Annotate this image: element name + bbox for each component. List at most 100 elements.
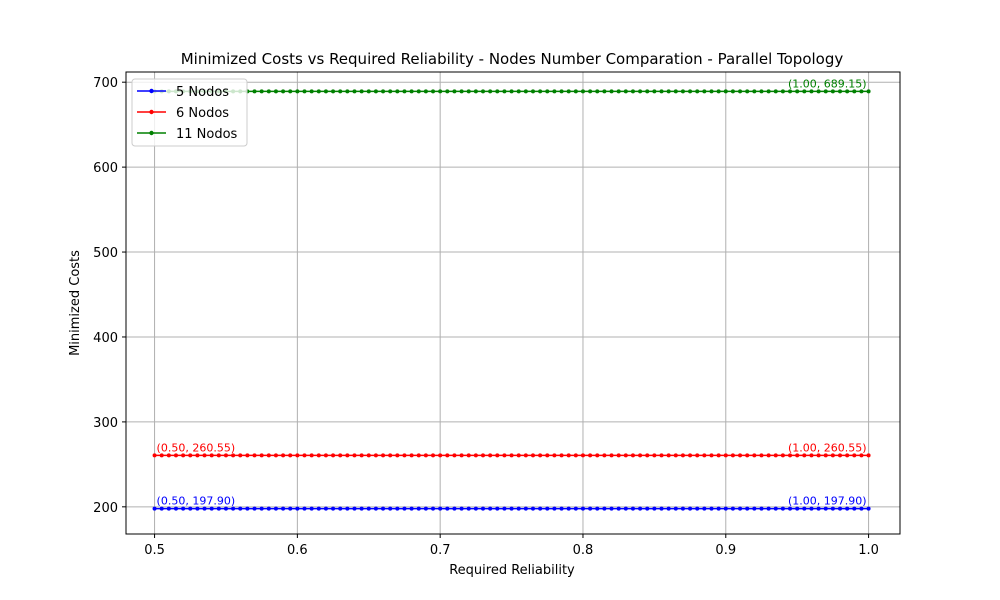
data-point bbox=[395, 89, 400, 94]
data-point bbox=[159, 506, 164, 511]
data-point bbox=[266, 453, 271, 458]
data-point bbox=[402, 453, 407, 458]
x-tick-label: 0.9 bbox=[715, 543, 736, 558]
data-point bbox=[809, 453, 814, 458]
data-point bbox=[395, 506, 400, 511]
data-point bbox=[830, 89, 835, 94]
data-point bbox=[481, 506, 486, 511]
data-point bbox=[680, 506, 685, 511]
data-point bbox=[309, 506, 314, 511]
data-point bbox=[423, 506, 428, 511]
data-point bbox=[716, 506, 721, 511]
data-point bbox=[595, 506, 600, 511]
data-point bbox=[795, 89, 800, 94]
x-tick-label: 0.5 bbox=[144, 543, 165, 558]
data-point bbox=[716, 453, 721, 458]
data-point bbox=[716, 89, 721, 94]
data-point bbox=[352, 453, 357, 458]
data-point bbox=[452, 453, 457, 458]
data-point bbox=[602, 453, 607, 458]
data-point bbox=[630, 453, 635, 458]
data-point bbox=[309, 89, 314, 94]
data-point bbox=[666, 89, 671, 94]
data-point bbox=[266, 89, 271, 94]
data-point bbox=[516, 453, 521, 458]
axis-ticks: 0.5 0.6 0.7 0.8 0.9 1.0 200 300 400 500 600 700 bbox=[93, 76, 879, 558]
data-point bbox=[373, 506, 378, 511]
y-tick-label: 200 bbox=[93, 501, 118, 516]
data-point bbox=[345, 506, 350, 511]
data-point bbox=[209, 453, 214, 458]
data-point bbox=[545, 506, 550, 511]
data-point bbox=[402, 89, 407, 94]
data-point bbox=[823, 506, 828, 511]
data-point bbox=[323, 453, 328, 458]
y-tick-label: 400 bbox=[93, 331, 118, 346]
data-point bbox=[281, 506, 286, 511]
data-point bbox=[473, 506, 478, 511]
data-point bbox=[295, 89, 300, 94]
data-point bbox=[809, 506, 814, 511]
y-tick-label: 500 bbox=[93, 246, 118, 261]
data-point bbox=[552, 453, 557, 458]
data-point bbox=[159, 453, 164, 458]
data-point bbox=[416, 506, 421, 511]
data-point bbox=[752, 506, 757, 511]
data-point bbox=[709, 89, 714, 94]
data-point bbox=[566, 453, 571, 458]
data-point bbox=[695, 89, 700, 94]
data-point bbox=[245, 453, 250, 458]
data-point bbox=[445, 506, 450, 511]
data-point bbox=[473, 453, 478, 458]
data-point bbox=[359, 89, 364, 94]
data-point bbox=[659, 453, 664, 458]
x-tick-label: 0.6 bbox=[287, 543, 308, 558]
data-point bbox=[252, 89, 257, 94]
data-point bbox=[859, 453, 864, 458]
data-point bbox=[802, 506, 807, 511]
data-point bbox=[331, 453, 336, 458]
data-point bbox=[766, 89, 771, 94]
legend-label: 5 Nodos bbox=[176, 85, 229, 100]
data-point bbox=[181, 453, 186, 458]
data-point bbox=[709, 453, 714, 458]
data-point bbox=[338, 506, 343, 511]
data-point bbox=[488, 89, 493, 94]
data-point bbox=[759, 453, 764, 458]
data-point bbox=[231, 453, 236, 458]
data-point bbox=[316, 89, 321, 94]
data-point bbox=[316, 453, 321, 458]
data-point bbox=[338, 89, 343, 94]
data-point bbox=[645, 89, 650, 94]
data-point bbox=[259, 506, 264, 511]
data-point bbox=[745, 89, 750, 94]
data-point bbox=[745, 453, 750, 458]
data-point bbox=[445, 89, 450, 94]
data-point bbox=[459, 506, 464, 511]
data-point bbox=[830, 453, 835, 458]
data-point bbox=[745, 506, 750, 511]
data-point bbox=[630, 506, 635, 511]
data-point bbox=[580, 506, 585, 511]
data-point bbox=[645, 453, 650, 458]
data-point bbox=[295, 506, 300, 511]
data-point bbox=[416, 89, 421, 94]
data-point bbox=[816, 506, 821, 511]
data-point bbox=[295, 453, 300, 458]
data-point bbox=[559, 506, 564, 511]
data-point bbox=[438, 89, 443, 94]
data-point bbox=[845, 453, 850, 458]
data-point bbox=[788, 89, 793, 94]
x-tick-label: 0.8 bbox=[573, 543, 594, 558]
data-point bbox=[352, 506, 357, 511]
data-point bbox=[516, 89, 521, 94]
data-point bbox=[195, 506, 200, 511]
data-point bbox=[323, 506, 328, 511]
data-point bbox=[523, 453, 528, 458]
data-point bbox=[759, 89, 764, 94]
data-point bbox=[802, 453, 807, 458]
data-point bbox=[481, 89, 486, 94]
data-point bbox=[666, 506, 671, 511]
data-point bbox=[416, 453, 421, 458]
data-point bbox=[423, 453, 428, 458]
